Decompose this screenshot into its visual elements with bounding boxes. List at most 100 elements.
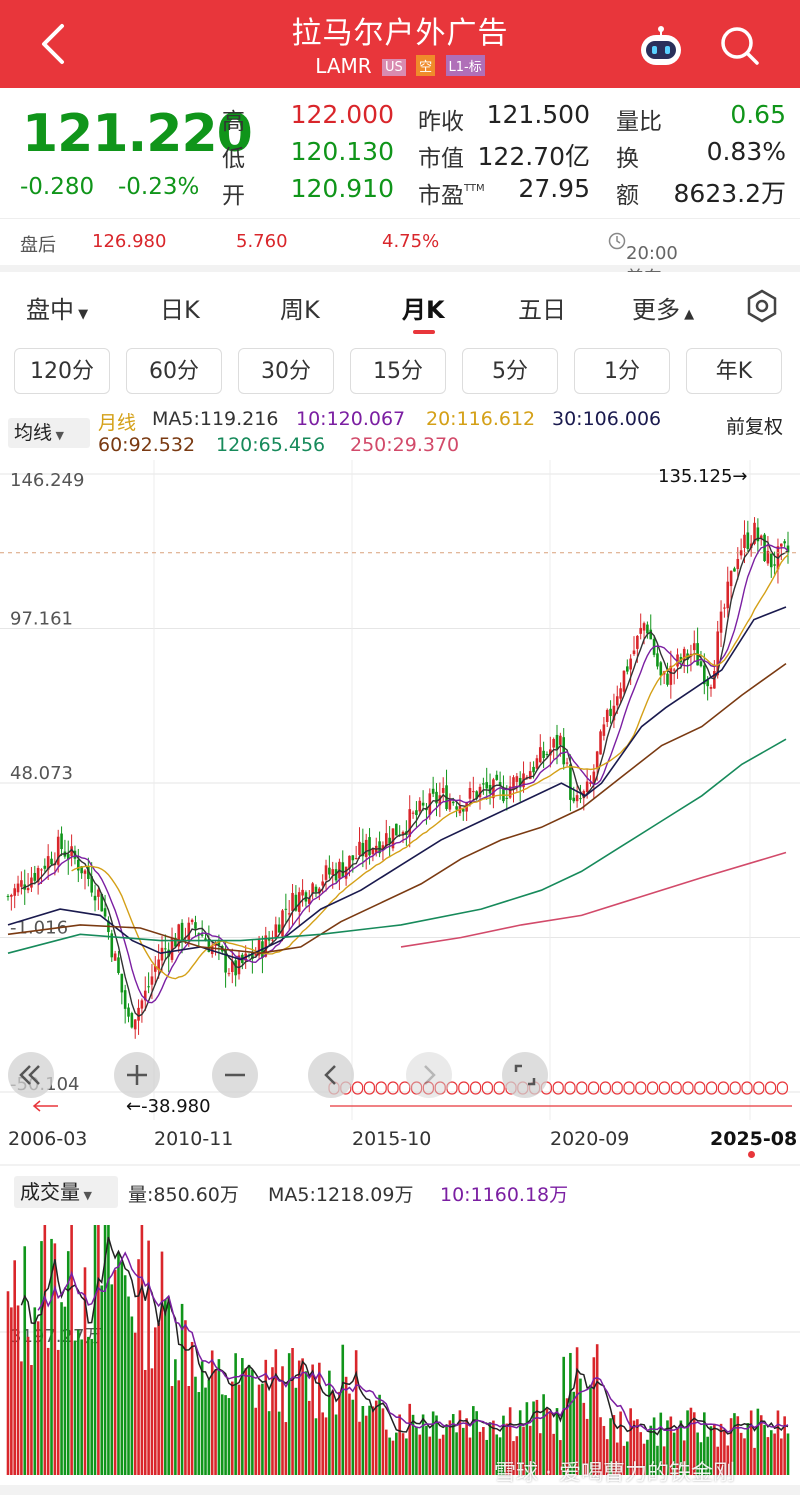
watermark: 雪球 · 爱喝曹力的铁金刚 bbox=[494, 1461, 735, 1486]
event-marker bbox=[599, 1081, 612, 1095]
candle-body bbox=[354, 857, 358, 859]
candle-body bbox=[77, 859, 80, 871]
volume-bar bbox=[538, 1433, 542, 1475]
volume-bar bbox=[150, 1368, 154, 1475]
volume-bar bbox=[579, 1378, 582, 1475]
candle-body bbox=[401, 831, 405, 836]
adjustment-mode[interactable]: 前复权 bbox=[726, 416, 784, 438]
y-tick-label: 48.073 bbox=[10, 763, 73, 784]
volume-bar bbox=[140, 1225, 144, 1475]
volume-chart[interactable]: 3197.27万 bbox=[0, 1210, 800, 1485]
candle-body bbox=[733, 568, 736, 572]
scroll-left-button[interactable] bbox=[308, 1052, 354, 1098]
volume-bar bbox=[321, 1412, 324, 1475]
volume-bar bbox=[66, 1251, 70, 1475]
candle-body bbox=[294, 894, 298, 911]
period-5min-button[interactable]: 5分 bbox=[462, 348, 558, 394]
candle-body bbox=[438, 795, 442, 806]
volume-bar bbox=[498, 1437, 502, 1475]
volume-bar bbox=[204, 1387, 207, 1475]
candle-body bbox=[421, 802, 425, 806]
tab-monthly-k[interactable]: 月K bbox=[402, 296, 445, 324]
minus-icon bbox=[225, 1073, 245, 1077]
volume-bar bbox=[622, 1445, 626, 1475]
period-15min-button[interactable]: 15分 bbox=[350, 348, 446, 394]
volume-bar bbox=[130, 1316, 134, 1475]
period-1min-button[interactable]: 1分 bbox=[574, 348, 670, 394]
volume-bar bbox=[123, 1275, 127, 1475]
volume-bar bbox=[344, 1376, 348, 1475]
volume-bar bbox=[783, 1416, 786, 1475]
candle-body bbox=[451, 801, 455, 804]
stat-value-amount: 8623.2万 bbox=[673, 179, 786, 208]
volume-bar bbox=[170, 1386, 174, 1475]
period-yearly-k-button[interactable]: 年K bbox=[686, 348, 782, 394]
candle-body bbox=[692, 643, 696, 651]
volume-bar bbox=[662, 1446, 666, 1475]
zoom-out-button[interactable] bbox=[212, 1052, 258, 1098]
robot-assistant-icon[interactable] bbox=[636, 26, 686, 68]
volume-bar bbox=[103, 1225, 107, 1475]
tab-daily-k[interactable]: 日K bbox=[160, 296, 200, 324]
volume-bar bbox=[261, 1383, 264, 1475]
price-change-percent: -0.23% bbox=[118, 174, 200, 200]
volume-bar bbox=[368, 1405, 371, 1475]
after-hours-change: 5.760 bbox=[236, 231, 288, 252]
settings-icon[interactable] bbox=[744, 288, 780, 324]
candle-body bbox=[160, 947, 164, 961]
candle-body bbox=[287, 913, 291, 915]
volume-bar bbox=[307, 1400, 311, 1475]
volume-bar bbox=[739, 1432, 743, 1475]
volume-bar bbox=[562, 1356, 566, 1475]
volume-bar bbox=[247, 1364, 251, 1475]
volume-bar bbox=[338, 1391, 341, 1475]
arrow-left-icon bbox=[32, 1100, 41, 1112]
tab-five-day[interactable]: 五日 bbox=[518, 296, 566, 324]
y-tick-label: -1.016 bbox=[10, 918, 68, 939]
fullscreen-button[interactable] bbox=[502, 1052, 548, 1098]
tab-more[interactable]: 更多 ▲ bbox=[632, 296, 695, 324]
tab-intraday[interactable]: 盘中 ▼ bbox=[26, 296, 89, 324]
search-icon[interactable] bbox=[718, 24, 762, 68]
volume-bar bbox=[669, 1416, 673, 1475]
zoom-in-button[interactable] bbox=[114, 1052, 160, 1098]
volume-bar bbox=[729, 1418, 733, 1475]
volume-bar bbox=[585, 1418, 589, 1475]
candle-body bbox=[672, 669, 676, 671]
volume-bar bbox=[33, 1307, 37, 1475]
volume-bar bbox=[274, 1349, 278, 1475]
candle-body bbox=[10, 894, 13, 897]
scroll-left-fast-button[interactable] bbox=[8, 1052, 54, 1098]
volume-bar bbox=[495, 1434, 499, 1475]
candle-body bbox=[508, 786, 512, 798]
period-120min-button[interactable]: 120分 bbox=[14, 348, 110, 394]
stat-value-high: 122.000 bbox=[290, 100, 394, 129]
candle-body bbox=[187, 922, 191, 941]
volume-bar bbox=[502, 1415, 505, 1475]
event-marker bbox=[552, 1081, 564, 1095]
tab-weekly-k[interactable]: 周K bbox=[280, 296, 320, 324]
volume-bar bbox=[30, 1365, 33, 1475]
period-60min-button[interactable]: 60分 bbox=[126, 348, 222, 394]
candle-body bbox=[46, 856, 50, 870]
volume-bar bbox=[756, 1408, 760, 1475]
volume-indicator-select[interactable]: 成交量 ▼ bbox=[14, 1176, 118, 1208]
volume-bar bbox=[763, 1424, 766, 1475]
volume-bar bbox=[472, 1406, 475, 1475]
scroll-right-button[interactable] bbox=[406, 1052, 452, 1098]
volume-bar bbox=[167, 1296, 170, 1475]
monthly-k-chart[interactable]: 146.24997.16148.073-1.016-50.104135.125→… bbox=[0, 460, 800, 1120]
indicator-select[interactable]: 均线 ▼ bbox=[8, 418, 90, 448]
period-30min-button[interactable]: 30分 bbox=[238, 348, 334, 394]
volume-bar bbox=[455, 1432, 458, 1475]
candle-body bbox=[123, 990, 127, 1009]
volume-bar bbox=[709, 1426, 713, 1475]
back-arrow-icon[interactable] bbox=[34, 22, 74, 66]
volume-bar bbox=[629, 1408, 632, 1475]
candle-body bbox=[719, 611, 723, 633]
volume-bar bbox=[87, 1336, 90, 1475]
volume-bar bbox=[287, 1353, 291, 1475]
moving-average-legend: 均线 ▼ 月线 MA5:119.216 10:120.067 20:116.61… bbox=[0, 408, 800, 460]
volume-bar bbox=[197, 1392, 201, 1475]
candle-body bbox=[763, 534, 766, 562]
